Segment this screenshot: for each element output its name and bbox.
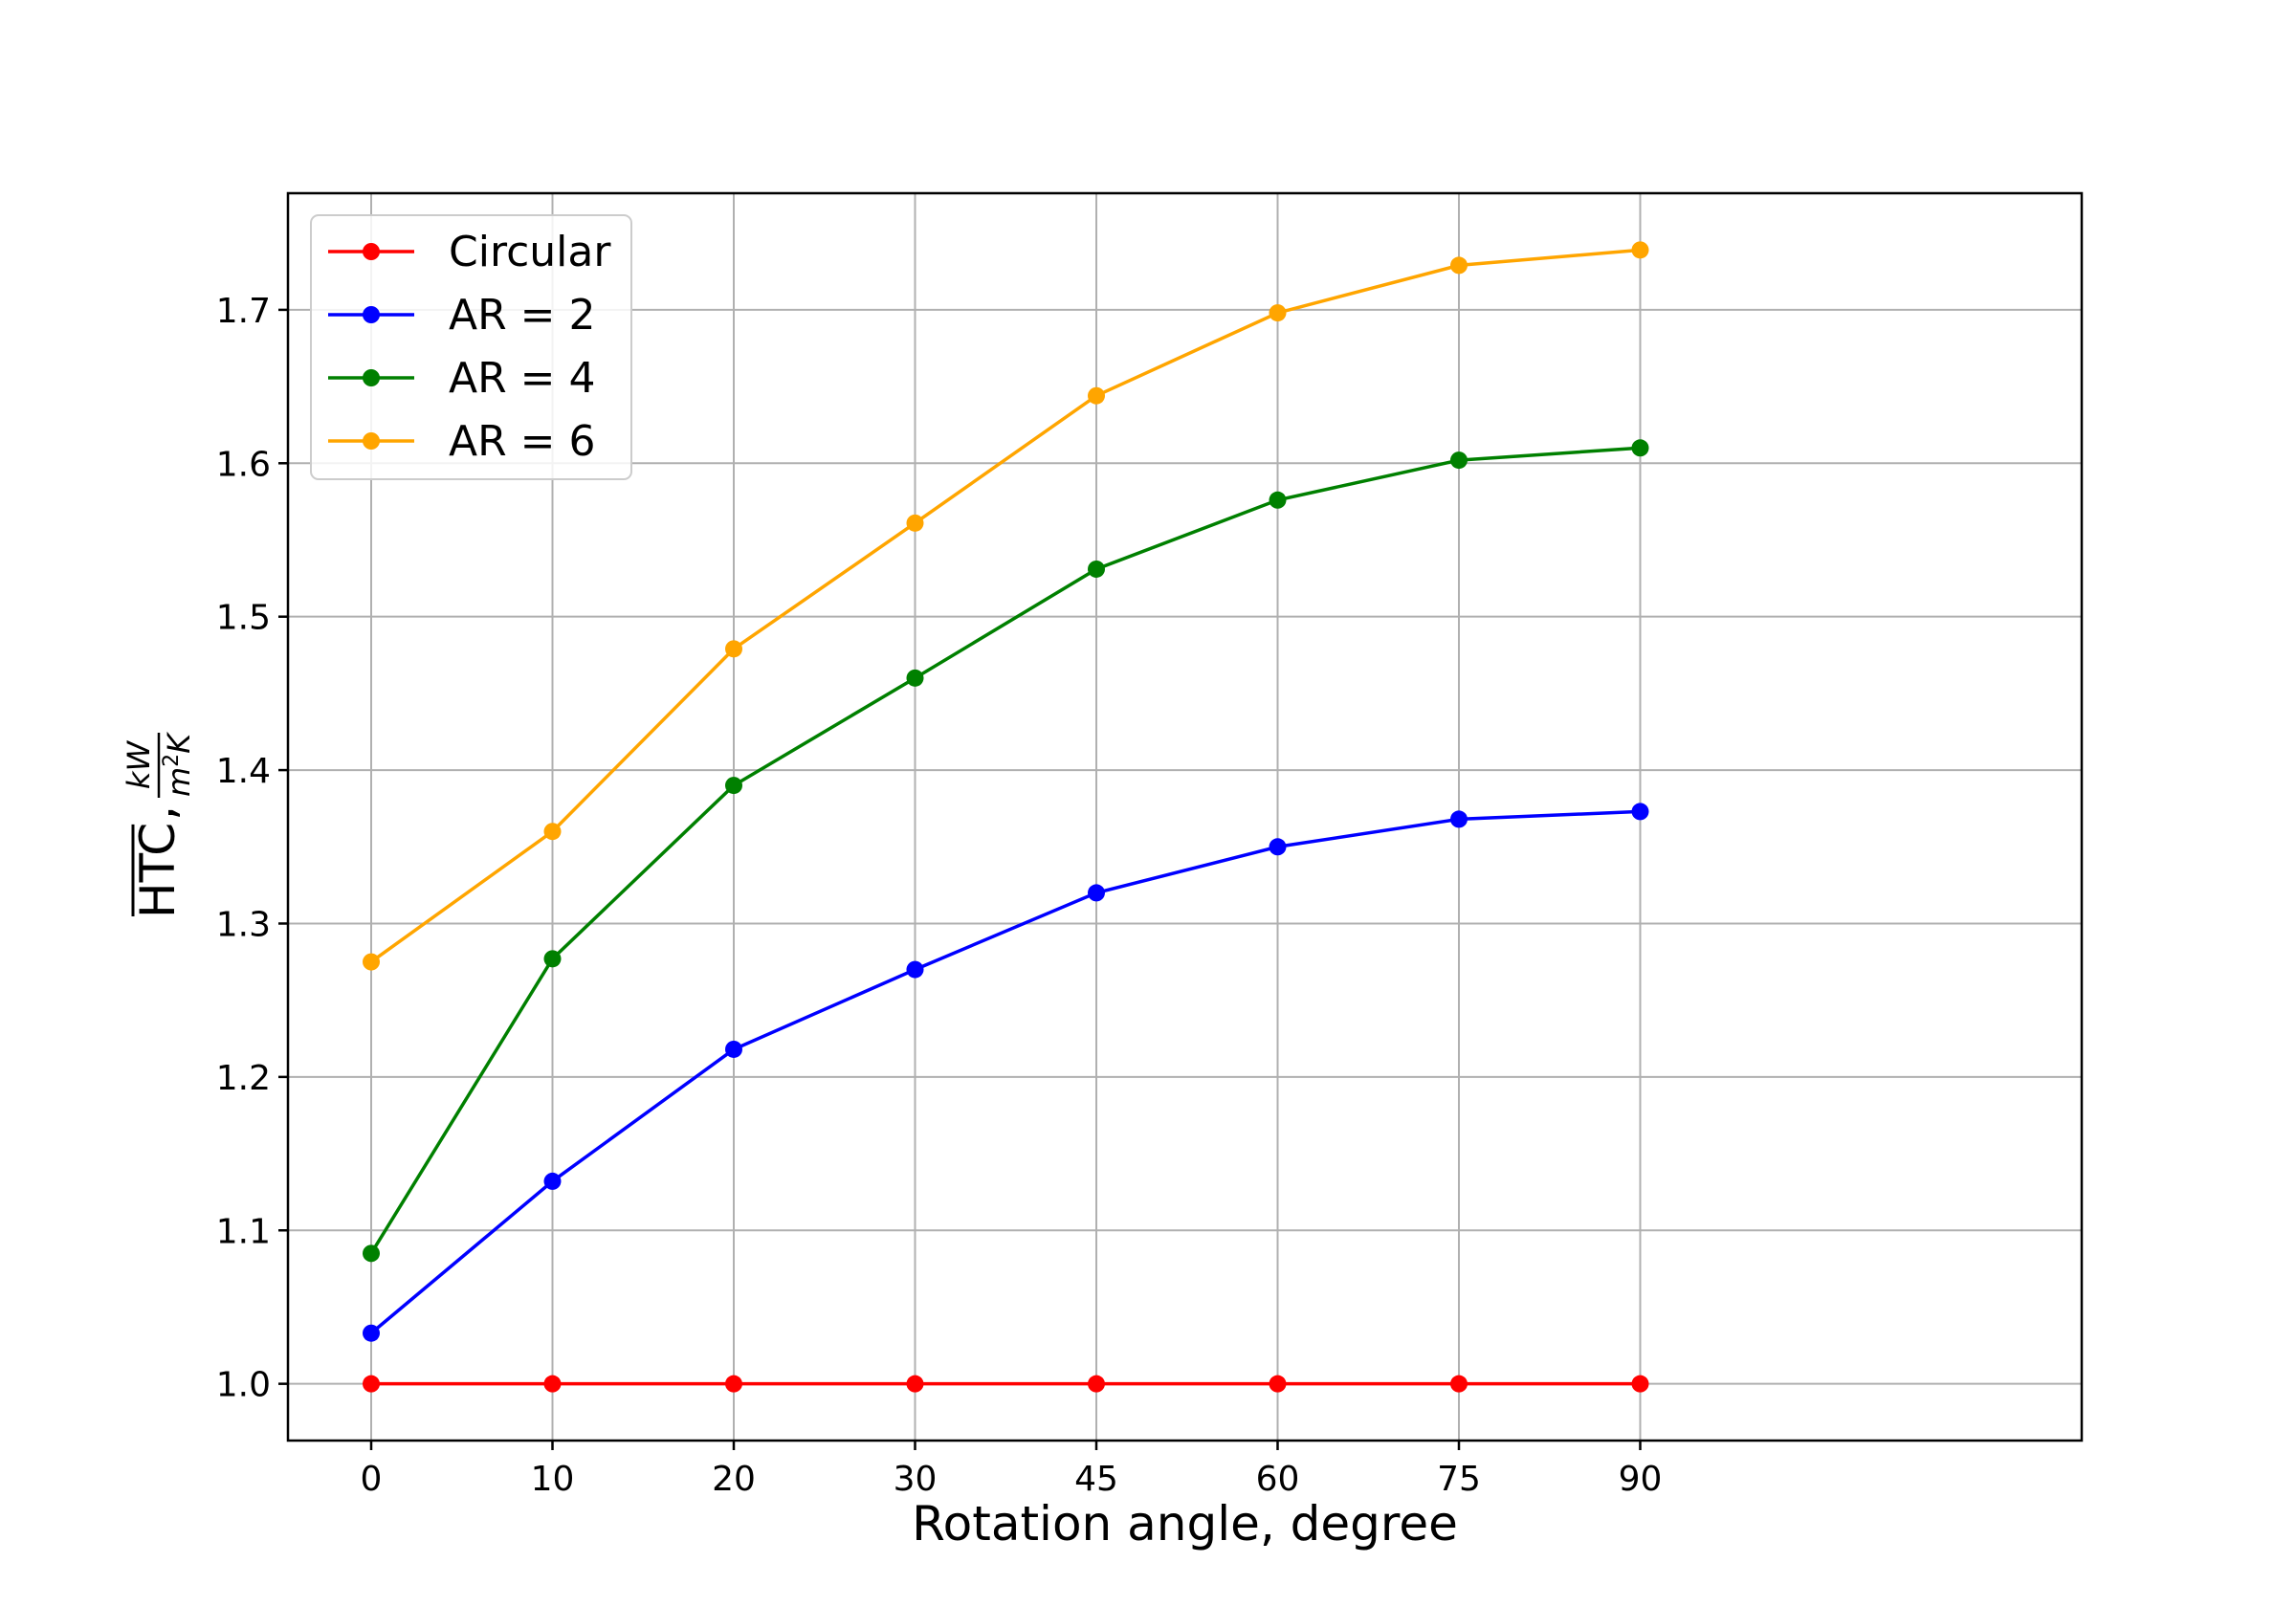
x-tick-label: 75 (1437, 1460, 1481, 1499)
y-tick-label: 1.5 (216, 599, 271, 638)
series-group (363, 439, 1649, 1263)
legend-swatch-marker (363, 306, 380, 323)
x-tick-label: 90 (1619, 1460, 1663, 1499)
data-point (1088, 560, 1105, 578)
series-line (369, 248, 1641, 963)
legend-label: Circular (449, 228, 611, 276)
y-axis-unit-denominator: m2K (160, 731, 197, 797)
data-point (1269, 838, 1287, 856)
y-tick-label: 1.2 (216, 1059, 271, 1098)
x-tick-label: 0 (361, 1460, 383, 1499)
series-group (363, 1375, 1649, 1393)
data-point (363, 1244, 380, 1263)
y-axis-unit-denominator-exponent: 2 (160, 754, 184, 767)
series-line (369, 809, 1641, 1335)
x-tick-label: 60 (1256, 1460, 1300, 1499)
data-point (1631, 803, 1649, 821)
plot-frame (286, 191, 2084, 1442)
series-layer (363, 241, 1649, 1393)
data-point (1269, 1375, 1287, 1393)
y-axis-separator: , (130, 805, 186, 821)
data-point (1631, 439, 1649, 457)
legend-swatch-marker (363, 432, 380, 450)
data-point (1450, 256, 1468, 275)
data-point (543, 1172, 562, 1190)
series-group (363, 241, 1649, 971)
data-point (1450, 810, 1468, 828)
data-point (543, 823, 562, 841)
data-point (1631, 1375, 1649, 1393)
data-point (1269, 304, 1287, 322)
y-tick-label: 1.7 (216, 292, 271, 331)
legend-box (310, 214, 632, 480)
legend-swatch-marker (363, 369, 380, 386)
x-tick-label: 45 (1074, 1460, 1118, 1499)
data-point (906, 669, 924, 687)
y-tick-label: 1.0 (216, 1366, 271, 1405)
y-axis-unit-numerator: kW (121, 740, 157, 790)
series-line (369, 446, 1641, 1255)
data-point (543, 950, 562, 968)
data-point (725, 1375, 742, 1393)
x-tick-label: 30 (894, 1460, 938, 1499)
data-point (725, 777, 742, 795)
tick-layer: 0 10 20 30 45 60 75 90 1.0 1.1 1.2 1.3 1.4 1.5 1.6 1.7 (216, 292, 1663, 1499)
y-axis-unit-denominator-base: m (161, 767, 197, 797)
data-point (363, 1324, 380, 1342)
x-tick-label: 20 (712, 1460, 756, 1499)
data-point (363, 1375, 380, 1393)
data-point (1631, 241, 1649, 259)
data-point (1088, 884, 1105, 902)
series-group (363, 803, 1649, 1342)
data-point (1088, 386, 1105, 405)
legend-label: AR = 6 (449, 417, 596, 466)
data-point (1450, 1375, 1468, 1393)
y-axis-label: HTC , kW m2K (121, 731, 197, 918)
y-tick-label: 1.6 (216, 445, 271, 484)
data-point (1450, 451, 1468, 470)
legend: Circular AR = 2 AR = 4 AR = 6 (310, 214, 632, 480)
data-point (1088, 1375, 1105, 1393)
legend-swatch-marker (363, 243, 380, 260)
x-axis-label: Rotation angle, degree (912, 1496, 1458, 1552)
data-point (906, 514, 924, 532)
y-axis-unit-denominator-suffix: K (161, 731, 197, 754)
legend-label: AR = 2 (449, 291, 596, 340)
y-tick-label: 1.4 (216, 752, 271, 791)
y-tick-label: 1.3 (216, 905, 271, 944)
y-axis-quantity: HTC (130, 823, 186, 918)
data-point (906, 1375, 924, 1393)
legend-label: AR = 4 (449, 354, 596, 403)
grid-layer (288, 193, 2082, 1441)
y-tick-label: 1.1 (216, 1212, 271, 1251)
data-point (725, 640, 742, 658)
x-tick-label: 10 (531, 1460, 575, 1499)
data-point (543, 1375, 562, 1393)
data-point (363, 953, 380, 971)
data-point (725, 1040, 742, 1058)
data-point (906, 960, 924, 979)
data-point (1269, 491, 1287, 509)
